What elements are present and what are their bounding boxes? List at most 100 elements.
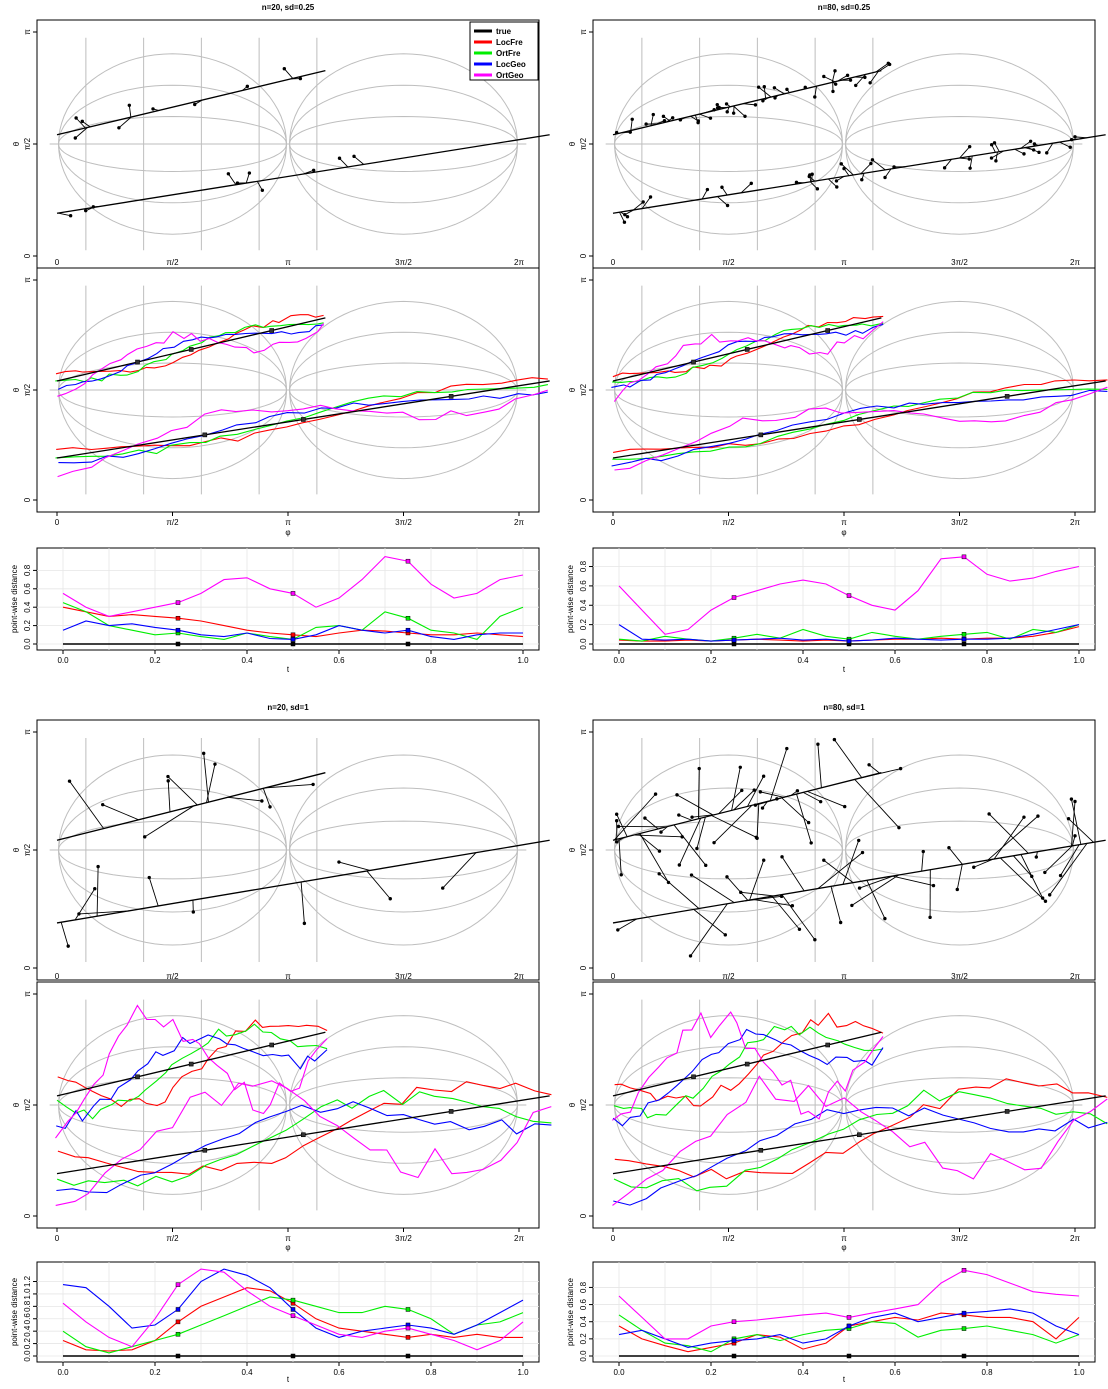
observation-point — [992, 141, 997, 145]
residual-segment — [1020, 140, 1031, 149]
x-tick-label: π — [285, 1234, 291, 1243]
observation-point — [1040, 896, 1045, 900]
residual-segment — [366, 870, 391, 900]
residual-segment — [300, 881, 305, 924]
residual-segment — [167, 780, 171, 812]
observation-point — [762, 85, 766, 89]
observation-point — [127, 103, 132, 107]
observation-point — [247, 171, 252, 175]
curve-y-label: θ — [12, 1102, 21, 1107]
y-tick-label: π/2 — [23, 383, 32, 396]
residual-segment — [840, 163, 854, 176]
residual-segment — [353, 155, 364, 165]
observation-point — [755, 836, 759, 840]
grid-parallel — [289, 1104, 518, 1133]
residual-segment — [1059, 141, 1071, 148]
grid-parallel — [845, 1046, 1074, 1106]
observation-point — [614, 819, 619, 823]
residual-segment — [227, 796, 262, 802]
residual-segment — [206, 764, 216, 803]
observation-point — [213, 762, 217, 766]
residual-segment — [817, 744, 822, 788]
distance-marker — [846, 1353, 852, 1359]
residual-segment — [630, 119, 633, 131]
observation-point — [833, 69, 837, 73]
grid-parallel — [614, 389, 843, 418]
grid-parallel — [614, 53, 843, 145]
residual-segment — [851, 874, 899, 906]
grid-parallel — [58, 849, 287, 880]
distance-y-tick-label: 0.4 — [23, 1325, 32, 1337]
residual-segment — [776, 792, 800, 800]
observation-point — [245, 84, 250, 89]
observation-point — [680, 835, 684, 839]
distance-marker — [175, 641, 181, 647]
x-tick-label-top: π/2 — [722, 258, 735, 267]
observation-point — [838, 920, 843, 925]
residual-segment — [696, 816, 706, 849]
distance-panel-3: 0.0 0.2 0.4 0.6 0.8 0.0 0.2 0.4 0.6 0.8 1.0 t point-… — [566, 1261, 1096, 1384]
observation-point — [869, 161, 873, 166]
y-tick-label: 0 — [579, 1213, 588, 1218]
observation-point — [897, 825, 901, 830]
observation-point — [625, 215, 630, 219]
observation-point — [725, 110, 729, 114]
observation-point — [987, 812, 991, 816]
grid-parallel — [845, 1077, 1074, 1106]
residual-segment — [860, 163, 872, 175]
curve-locgeo — [611, 389, 1108, 467]
x-tick-label: 2π — [514, 1234, 524, 1243]
observation-point — [670, 116, 675, 120]
observation-point — [1032, 142, 1037, 146]
residual-segment — [948, 847, 963, 865]
y-tick-label: π — [23, 991, 32, 997]
residual-segment — [442, 852, 477, 889]
distance-marker — [961, 636, 967, 642]
distance-marker — [175, 1319, 181, 1325]
observation-point — [860, 850, 865, 855]
observation-point — [994, 159, 998, 163]
grid-parallel — [289, 115, 518, 145]
grid-parallel — [289, 1104, 518, 1195]
distance-marker — [290, 1307, 296, 1312]
observation-point — [790, 903, 795, 908]
curve-locgeo — [612, 1028, 884, 1127]
grid-parallel — [845, 849, 1074, 946]
observation-point — [715, 102, 719, 107]
marker-diamond — [857, 417, 862, 422]
residual-segment — [256, 181, 263, 191]
distance-y-tick-label: 1.0 — [23, 1288, 32, 1300]
observation-point — [863, 75, 867, 80]
observation-point — [352, 154, 356, 159]
distance-marker — [961, 641, 967, 647]
observation-point — [931, 883, 936, 888]
observation-point — [302, 921, 307, 926]
grid-parallel — [845, 143, 1074, 235]
distance-x-tick-label: 0.6 — [889, 656, 901, 665]
x-tick-label-top: π — [841, 258, 847, 267]
residual-segment — [118, 116, 132, 129]
observation-point — [614, 812, 619, 816]
observation-point — [868, 81, 872, 85]
legend: true LocFre OrtFre LocGeo OrtGeo — [469, 21, 539, 81]
observation-point — [775, 797, 779, 801]
residual-segment — [339, 157, 349, 168]
residual-segment — [814, 86, 817, 98]
residual-segment — [854, 779, 900, 828]
residual-segment — [690, 903, 728, 957]
distance-y-tick-label: 1.2 — [23, 1275, 32, 1287]
observation-point — [845, 73, 850, 78]
distance-marker — [405, 1335, 411, 1340]
observation-point — [1022, 815, 1026, 819]
residual-segment — [807, 790, 845, 807]
x-tick-label: π — [841, 518, 847, 527]
grid-parallel — [289, 143, 518, 235]
x-tick-label-top: 0 — [611, 972, 616, 981]
observation-point — [1043, 870, 1047, 875]
distance-x-label: t — [843, 665, 846, 674]
residual-segment — [692, 814, 716, 818]
grid-parallel — [58, 389, 287, 480]
observation-point — [972, 865, 976, 869]
residual-segment — [1068, 818, 1094, 843]
curve-locgeo — [57, 324, 324, 390]
